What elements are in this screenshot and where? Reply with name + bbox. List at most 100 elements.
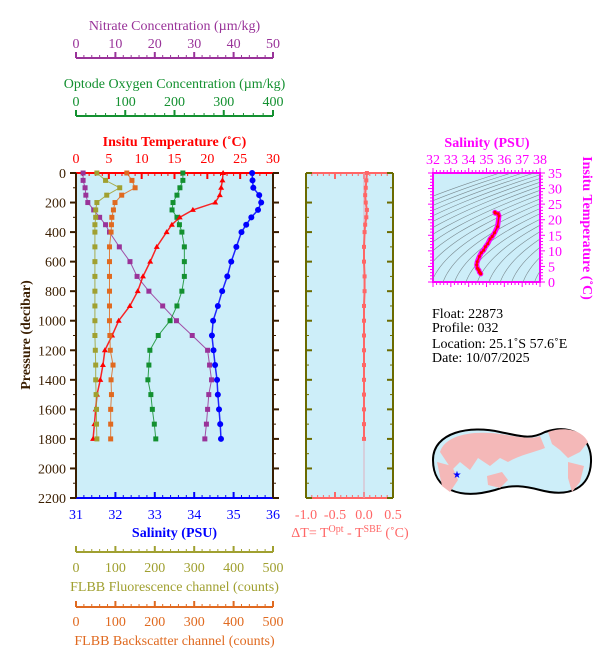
salinity-point bbox=[243, 221, 250, 228]
oxygen-point bbox=[167, 318, 173, 324]
backscatter-point bbox=[106, 303, 112, 309]
temperature-tick-label: 20 bbox=[200, 152, 214, 167]
nitrate-point bbox=[189, 333, 195, 338]
fluorescence-tick-label: 100 bbox=[105, 561, 126, 576]
oxygen-point bbox=[174, 192, 180, 198]
pressure-tick-label: 2000 bbox=[38, 462, 66, 477]
fluorescence-point bbox=[93, 362, 99, 368]
density-contour-line bbox=[433, 198, 540, 263]
density-contour-line bbox=[433, 178, 540, 222]
nitrate-point bbox=[205, 347, 211, 353]
backscatter-point bbox=[132, 185, 138, 191]
temperature-tick-label: 5 bbox=[105, 152, 112, 167]
backscatter-point bbox=[106, 244, 112, 250]
temperature-point bbox=[134, 288, 141, 294]
oxygen-point bbox=[174, 303, 180, 309]
backscatter-point bbox=[106, 259, 112, 265]
dt-point bbox=[363, 222, 368, 227]
dt-point bbox=[364, 178, 369, 183]
salinity-axis-title: Salinity (PSU) bbox=[132, 526, 218, 541]
info-date: Date: 10/07/2025 bbox=[432, 351, 530, 366]
backscatter-point bbox=[110, 362, 116, 368]
backscatter-point bbox=[107, 333, 113, 338]
temperature-point bbox=[115, 317, 122, 323]
ts-x-tick-label: 33 bbox=[444, 153, 458, 168]
fluorescence-point bbox=[92, 222, 98, 228]
info-location: Location: 25.1˚S 57.6˚E bbox=[432, 337, 567, 352]
fluorescence-point bbox=[93, 421, 99, 427]
salinity-point bbox=[216, 406, 223, 413]
fluorescence-tick-label: 200 bbox=[144, 561, 165, 576]
dt-label-suffix: (˚C) bbox=[382, 526, 409, 541]
nitrate-point bbox=[160, 303, 166, 309]
temperature-point bbox=[139, 273, 146, 279]
ts-title: Salinity (PSU) bbox=[444, 136, 530, 151]
density-contour-line bbox=[534, 270, 540, 282]
oxygen-point bbox=[147, 347, 153, 353]
nitrate-point bbox=[209, 377, 215, 383]
oxygen-point bbox=[180, 170, 186, 176]
fluorescence-point bbox=[92, 273, 98, 279]
oxygen-tick-label: 300 bbox=[213, 95, 234, 110]
temperature-point bbox=[218, 184, 225, 190]
salinity-point bbox=[210, 347, 217, 354]
nitrate-point bbox=[116, 244, 122, 250]
salinity-tick-label: 31 bbox=[69, 508, 83, 523]
map-land-south-america bbox=[568, 462, 584, 492]
pressure-tick-label: 1200 bbox=[38, 344, 66, 359]
ts-point bbox=[475, 260, 479, 264]
nitrate-point bbox=[173, 318, 179, 324]
ts-point bbox=[496, 225, 500, 229]
backscatter-tick-label: 200 bbox=[144, 615, 165, 630]
density-contour-line bbox=[465, 218, 540, 282]
salinity-tick-label: 36 bbox=[266, 508, 280, 523]
nitrate-point bbox=[205, 406, 211, 412]
density-contour-line bbox=[433, 173, 501, 197]
delta-t-plot-background bbox=[306, 173, 393, 498]
salinity-point bbox=[214, 376, 221, 383]
dt-label-prefix: ΔT= T bbox=[291, 526, 329, 541]
dt-point bbox=[363, 193, 368, 198]
oxygen-tick-label: 100 bbox=[115, 95, 136, 110]
dt-axis-label: ΔT= TOpt - TSBE (˚C) bbox=[291, 524, 409, 541]
oxygen-point bbox=[149, 406, 155, 412]
temperature-tick-label: 25 bbox=[233, 152, 247, 167]
salinity-point bbox=[258, 199, 265, 206]
dt-point bbox=[362, 333, 366, 338]
nitrate-point bbox=[203, 421, 209, 427]
fluorescence-point bbox=[92, 318, 98, 324]
nitrate-tick-label: 20 bbox=[148, 37, 162, 52]
salinity-tick-label: 35 bbox=[227, 508, 241, 523]
info-profile: Profile: 032 bbox=[432, 321, 499, 336]
salinity-point bbox=[250, 184, 257, 191]
temperature-point bbox=[99, 362, 106, 368]
temperature-point bbox=[189, 206, 196, 212]
nitrate-point bbox=[85, 200, 91, 206]
backscatter-point bbox=[112, 200, 118, 206]
backscatter-point bbox=[106, 273, 112, 279]
ts-point bbox=[493, 231, 497, 235]
ts-y-tick-label: 0 bbox=[548, 276, 555, 291]
fluorescence-point bbox=[104, 192, 110, 198]
ts-y-tick-label: 20 bbox=[548, 214, 562, 229]
salinity-point bbox=[256, 192, 263, 199]
density-contours bbox=[433, 173, 540, 282]
float-info: Float: 22873 Profile: 032 Location: 25.1… bbox=[432, 307, 567, 366]
salinity-point bbox=[219, 288, 226, 295]
density-contour-line bbox=[433, 181, 540, 228]
dt-label-mid: - T bbox=[344, 526, 364, 541]
dt-point bbox=[362, 244, 366, 249]
oxygen-point bbox=[145, 377, 151, 383]
salinity-tick-label: 33 bbox=[148, 508, 162, 523]
nitrate-tick-label: 50 bbox=[266, 37, 280, 52]
density-contour-line bbox=[433, 173, 524, 206]
backscatter-point bbox=[108, 406, 114, 412]
nitrate-point bbox=[134, 273, 140, 279]
oxygen-point bbox=[181, 244, 187, 250]
backscatter-tick-label: 300 bbox=[184, 615, 205, 630]
fluorescence-tick-label: 300 bbox=[184, 561, 205, 576]
dt-point bbox=[362, 392, 366, 397]
fluorescence-point bbox=[92, 303, 98, 309]
density-contour-line bbox=[433, 189, 540, 243]
oxygen-point bbox=[177, 185, 183, 191]
